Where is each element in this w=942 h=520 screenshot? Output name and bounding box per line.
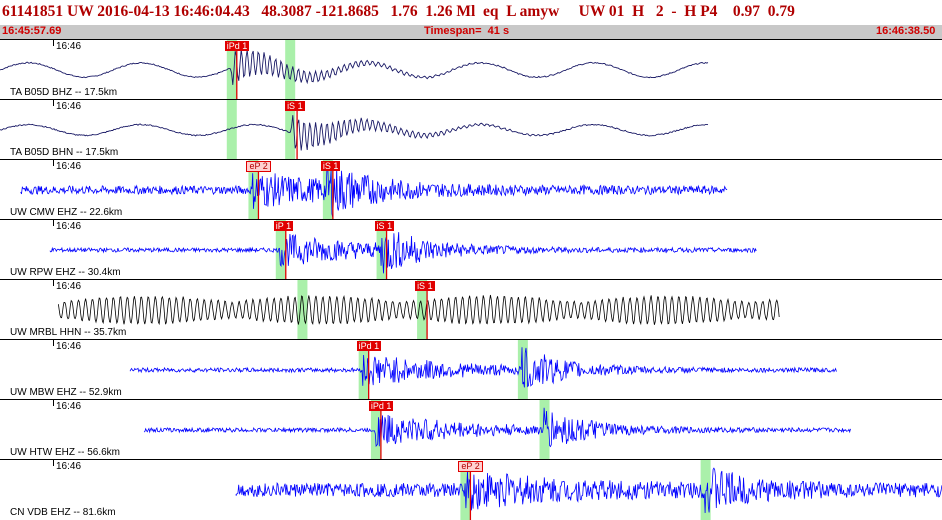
trace-panel[interactable]: 16:46 iP 1 iS 1 UW RPW EHZ -- 30.4km bbox=[0, 219, 942, 280]
waveform-trace bbox=[235, 467, 942, 514]
station-label: UW RPW EHZ -- 30.4km bbox=[10, 267, 121, 278]
phase-pick-flag[interactable]: eP 2 bbox=[458, 461, 483, 472]
trace-time-label: 16:46 bbox=[56, 281, 82, 292]
trace-time-label: 16:46 bbox=[56, 101, 82, 112]
pick-window bbox=[275, 220, 286, 280]
minute-tick bbox=[53, 160, 54, 166]
station-label: TA B05D BHZ -- 17.5km bbox=[10, 87, 118, 98]
pick-window bbox=[539, 400, 550, 460]
title-bar: 61141851 UW 2016-04-13 16:46:04.43 48.30… bbox=[0, 0, 942, 25]
waveform-plot bbox=[0, 40, 709, 100]
pick-window bbox=[297, 280, 308, 340]
trace-panel[interactable]: 16:46 eP 2 CN VDB EHZ -- 81.6km bbox=[0, 459, 942, 520]
phase-pick-flag[interactable]: iPd 1 bbox=[224, 41, 250, 51]
trace-time-label: 16:46 bbox=[56, 401, 82, 412]
phase-pick-flag[interactable]: iPd 1 bbox=[368, 401, 394, 411]
trace-panel[interactable]: 16:46 eP 2 iS 1 UW CMW EHZ -- 22.6km bbox=[0, 159, 942, 220]
pick-window bbox=[226, 40, 237, 100]
pick-window bbox=[285, 40, 296, 100]
trace-panel[interactable]: 16:46 iS 1 UW MRBL HHN -- 35.7km bbox=[0, 279, 942, 340]
minute-tick bbox=[53, 220, 54, 226]
station-label: UW CMW EHZ -- 22.6km bbox=[10, 207, 123, 218]
waveform-plot bbox=[49, 220, 757, 280]
start-time-label: 16:45:57.69 bbox=[2, 25, 62, 37]
pick-window bbox=[226, 100, 237, 160]
trace-panel[interactable]: 16:46 iS 1 TA B05D BHN -- 17.5km bbox=[0, 99, 942, 160]
timespan-bar: 16:45:57.69 Timespan= 41 s 16:46:38.50 bbox=[0, 25, 942, 39]
pick-window bbox=[358, 340, 369, 400]
waveform-plot bbox=[129, 340, 837, 400]
waveform-trace bbox=[0, 49, 709, 85]
trace-time-label: 16:46 bbox=[56, 221, 82, 232]
station-label: TA B05D BHN -- 17.5km bbox=[10, 147, 119, 158]
minute-tick bbox=[53, 40, 54, 46]
phase-pick-flag[interactable]: iS 1 bbox=[415, 281, 435, 291]
phase-pick-flag[interactable]: iP 1 bbox=[273, 221, 294, 231]
pick-window bbox=[285, 100, 296, 160]
waveform-trace bbox=[49, 232, 757, 274]
waveform-trace bbox=[0, 115, 709, 151]
station-label: UW MBW EHZ -- 52.9km bbox=[10, 387, 122, 398]
timespan-label: Timespan= 41 s bbox=[424, 25, 510, 37]
minute-tick bbox=[53, 280, 54, 286]
minute-tick bbox=[53, 340, 54, 346]
trace-panel[interactable]: 16:46 iPd 1 TA B05D BHZ -- 17.5km bbox=[0, 39, 942, 100]
waveform-plot bbox=[20, 160, 728, 220]
minute-tick bbox=[53, 100, 54, 106]
pick-window bbox=[700, 460, 711, 520]
event-summary-title: 61141851 UW 2016-04-13 16:46:04.43 48.30… bbox=[2, 3, 795, 20]
phase-pick-flag[interactable]: eP 2 bbox=[246, 161, 271, 172]
waveform-trace bbox=[143, 407, 851, 448]
waveform-trace bbox=[129, 347, 837, 388]
phase-pick-flag[interactable]: iS 1 bbox=[320, 161, 341, 171]
waveform-plot bbox=[143, 400, 851, 460]
station-label: CN VDB EHZ -- 81.6km bbox=[10, 507, 116, 518]
phase-pick-flag[interactable]: iS 1 bbox=[374, 221, 395, 231]
waveform-trace bbox=[20, 162, 728, 218]
minute-tick bbox=[53, 400, 54, 406]
pick-window bbox=[322, 160, 333, 220]
waveform-plot bbox=[235, 460, 942, 520]
waveform-trace bbox=[58, 294, 780, 326]
trace-time-label: 16:46 bbox=[56, 161, 82, 172]
trace-time-label: 16:46 bbox=[56, 341, 82, 352]
station-label: UW MRBL HHN -- 35.7km bbox=[10, 327, 127, 338]
end-time-label: 16:46:38.50 bbox=[876, 25, 936, 37]
seismogram-panels: 16:46 iPd 1 TA B05D BHZ -- 17.5km 16:46 iS 1… bbox=[0, 39, 942, 520]
minute-tick bbox=[53, 460, 54, 466]
trace-panel[interactable]: 16:46 iPd 1 UW MBW EHZ -- 52.9km bbox=[0, 339, 942, 400]
station-label: UW HTW EHZ -- 56.6km bbox=[10, 447, 120, 458]
waveform-plot bbox=[58, 280, 780, 340]
trace-panel[interactable]: 16:46 iPd 1 UW HTW EHZ -- 56.6km bbox=[0, 399, 942, 460]
trace-time-label: 16:46 bbox=[56, 461, 82, 472]
trace-time-label: 16:46 bbox=[56, 41, 82, 52]
waveform-plot bbox=[0, 100, 709, 160]
phase-pick-flag[interactable]: iS 1 bbox=[285, 101, 305, 111]
pick-window bbox=[370, 400, 381, 460]
phase-pick-flag[interactable]: iPd 1 bbox=[356, 341, 382, 351]
